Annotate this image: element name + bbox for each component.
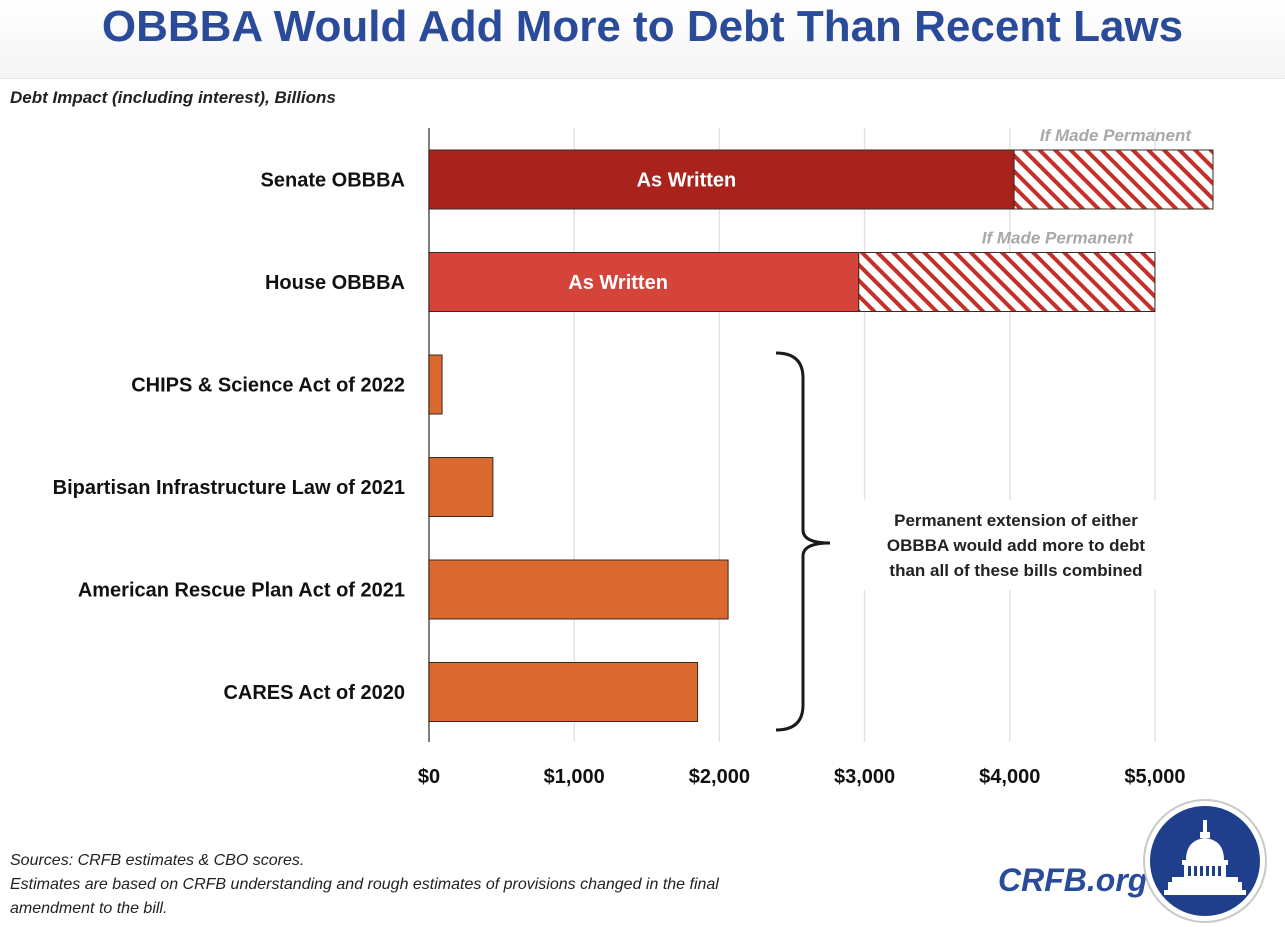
sources-footer: Sources: CRFB estimates & CBO scores. Es… [10,849,719,921]
x-tick-label: $1,000 [544,766,605,788]
bar-label: As Written [637,170,737,192]
notes-line-continued: amendment to the bill. [10,900,168,917]
x-tick-label: $5,000 [1124,766,1185,788]
sources-line: Sources: CRFB estimates & CBO scores. [10,852,305,869]
category-label: Bipartisan Infrastructure Law of 2021 [53,477,405,499]
bar-if-made-permanent [858,252,1156,312]
capitol-dome-seal-icon [1143,799,1267,923]
notes-line: Estimates are based on CRFB understandin… [10,876,719,893]
bar-as-written [428,662,699,722]
brand-link[interactable]: CRFB.org [998,862,1148,898]
chart-subtitle: Debt Impact (including interest), Billio… [10,88,336,107]
annotation-line-2: OBBBA would add more to debt [887,536,1145,555]
annotation-line-3: than all of these bills combined [889,561,1142,580]
chart-title: OBBBA Would Add More to Debt Than Recent… [101,2,1184,51]
annotation-line-1: Permanent extension of either [894,511,1138,530]
category-label: House OBBBA [265,272,405,294]
permanent-label: If Made Permanent [1040,126,1192,145]
title-band [0,0,1285,79]
category-label: CARES Act of 2020 [223,682,405,704]
x-tick-label: $2,000 [689,766,750,788]
category-label: Senate OBBBA [261,170,405,192]
x-tick-label: $3,000 [834,766,895,788]
bar-label: As Written [568,272,668,294]
x-tick-label: $0 [418,766,440,788]
category-label: CHIPS & Science Act of 2022 [131,375,405,397]
bar-as-written [428,559,729,620]
annotation-backdrop [858,500,1160,590]
bar-as-written [428,457,494,517]
x-tick-label: $4,000 [979,766,1040,788]
bar-if-made-permanent [1013,149,1214,210]
category-label: American Rescue Plan Act of 2021 [78,580,405,602]
permanent-label: If Made Permanent [982,229,1134,248]
bar-as-written [428,354,443,415]
bracket-icon [775,351,831,732]
